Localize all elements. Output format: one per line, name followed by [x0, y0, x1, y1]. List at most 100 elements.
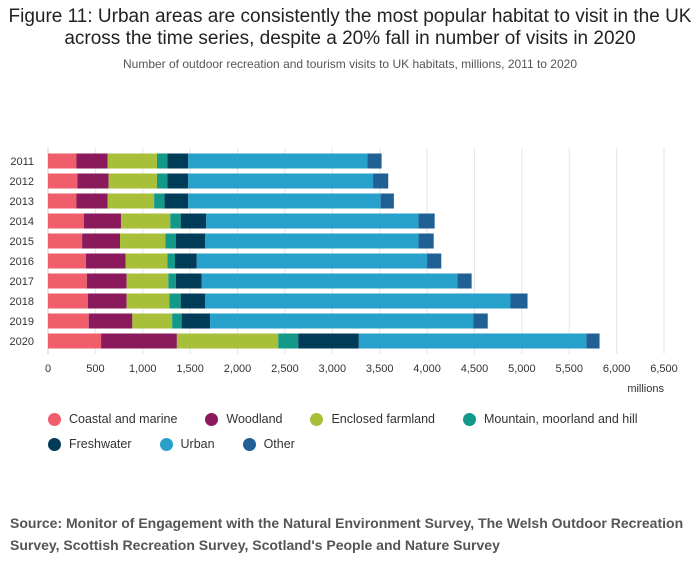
bar-segment[interactable]	[120, 213, 171, 229]
bar-segment[interactable]	[125, 253, 168, 269]
bar-segment[interactable]	[84, 213, 121, 229]
bar-segment[interactable]	[156, 153, 168, 169]
bar-segment[interactable]	[107, 153, 157, 169]
bar-segment[interactable]	[48, 153, 77, 169]
bar-segment[interactable]	[586, 333, 600, 349]
bar-segment[interactable]	[77, 173, 109, 189]
bar-segment[interactable]	[175, 273, 202, 289]
bar-segment[interactable]	[367, 153, 382, 169]
bar-segment[interactable]	[154, 193, 165, 209]
legend-item[interactable]: Enclosed farmland	[310, 412, 435, 426]
bar-segment[interactable]	[358, 333, 587, 349]
legend-item[interactable]: Freshwater	[48, 437, 132, 451]
legend-item[interactable]: Other	[242, 437, 295, 451]
x-tick-label: 500	[86, 363, 104, 375]
bar-segment[interactable]	[180, 213, 207, 229]
bar-segment[interactable]	[167, 153, 189, 169]
chart-title: Figure 11: Urban areas are consistently …	[8, 6, 692, 49]
legend-swatch	[242, 437, 256, 451]
bar-segment[interactable]	[167, 253, 175, 269]
bar-segment[interactable]	[167, 173, 189, 189]
legend-swatch	[310, 412, 324, 426]
legend-item[interactable]: Coastal and marine	[48, 412, 177, 426]
x-tick-label: 5,000	[508, 363, 536, 375]
bar-segment[interactable]	[278, 333, 299, 349]
label-layer: 0 500 1,000 1,500 2,000 2,500 3,000 3,500 4,000 4…	[10, 156, 678, 375]
bar-segment[interactable]	[48, 253, 86, 269]
bar-segment[interactable]	[88, 313, 133, 329]
bar-segment[interactable]	[210, 313, 474, 329]
bar-segment[interactable]	[164, 193, 189, 209]
bar-segment[interactable]	[169, 293, 181, 309]
bar-segment[interactable]	[48, 273, 87, 289]
legend-item[interactable]: Woodland	[205, 412, 282, 426]
bar-segment[interactable]	[82, 233, 121, 249]
bar-segment[interactable]	[510, 293, 528, 309]
bar-segment[interactable]	[174, 253, 197, 269]
bar-segment[interactable]	[48, 193, 77, 209]
legend-label: Woodland	[226, 412, 283, 426]
bar-segment[interactable]	[48, 173, 78, 189]
bar-segment[interactable]	[120, 233, 166, 249]
bar-segment[interactable]	[108, 173, 157, 189]
bar-segment[interactable]	[126, 293, 170, 309]
x-tick-label: 2,000	[224, 363, 252, 375]
x-tick-label: 6,000	[603, 363, 631, 375]
bar-segment[interactable]	[180, 293, 206, 309]
bar-segment[interactable]	[473, 313, 488, 329]
bar-segment[interactable]	[418, 233, 434, 249]
bar-segment[interactable]	[86, 273, 127, 289]
legend-label: Other	[263, 437, 295, 451]
bar-segment[interactable]	[168, 273, 176, 289]
bar-segment[interactable]	[48, 213, 85, 229]
bar-segment[interactable]	[196, 253, 428, 269]
y-tick-label: 2014	[10, 216, 34, 228]
bar-segment[interactable]	[205, 293, 511, 309]
bar-segment[interactable]	[87, 293, 127, 309]
x-tick-label: 1,500	[176, 363, 204, 375]
bar-segment[interactable]	[165, 233, 176, 249]
bar-segment[interactable]	[298, 333, 359, 349]
bar-segment[interactable]	[48, 293, 88, 309]
y-tick-label: 2013	[10, 196, 34, 208]
bar-segment[interactable]	[48, 233, 83, 249]
x-axis-label: millions	[627, 383, 664, 395]
x-tick-label: 6,500	[650, 363, 678, 375]
bar-segment[interactable]	[170, 213, 181, 229]
bar-segment[interactable]	[48, 333, 102, 349]
y-tick-label: 2011	[10, 156, 34, 168]
x-tick-label: 4,500	[461, 363, 489, 375]
bar-segment[interactable]	[101, 333, 177, 349]
bar-segment[interactable]	[206, 213, 419, 229]
bar-segment[interactable]	[76, 193, 108, 209]
bar-segment[interactable]	[126, 273, 169, 289]
bar-segment[interactable]	[201, 273, 458, 289]
bar-segment[interactable]	[457, 273, 472, 289]
bar-segment[interactable]	[427, 253, 442, 269]
x-tick-label: 5,500	[555, 363, 583, 375]
bar-segment[interactable]	[48, 313, 89, 329]
y-tick-label: 2016	[10, 256, 34, 268]
bar-segment[interactable]	[132, 313, 173, 329]
bar-segment[interactable]	[172, 313, 182, 329]
bar-segment[interactable]	[156, 173, 168, 189]
bar-segment[interactable]	[107, 193, 155, 209]
bar-segment[interactable]	[176, 333, 279, 349]
x-tick-label: 2,500	[271, 363, 299, 375]
x-tick-label: 3,000	[319, 363, 347, 375]
bar-segment[interactable]	[188, 153, 368, 169]
bar-segment[interactable]	[76, 153, 108, 169]
legend-item[interactable]: Mountain, moorland and hill	[463, 412, 638, 426]
bar-segment[interactable]	[175, 233, 206, 249]
legend-label: Enclosed farmland	[331, 412, 435, 426]
bar-segment[interactable]	[181, 313, 211, 329]
legend-swatch	[48, 412, 61, 426]
bar-segment[interactable]	[85, 253, 126, 269]
bar-segment[interactable]	[418, 213, 435, 229]
bar-segment[interactable]	[380, 193, 394, 209]
bar-segment[interactable]	[188, 193, 381, 209]
bar-segment[interactable]	[373, 173, 389, 189]
legend-item[interactable]: Urban	[159, 437, 215, 451]
bar-segment[interactable]	[205, 233, 419, 249]
bar-segment[interactable]	[188, 173, 374, 189]
